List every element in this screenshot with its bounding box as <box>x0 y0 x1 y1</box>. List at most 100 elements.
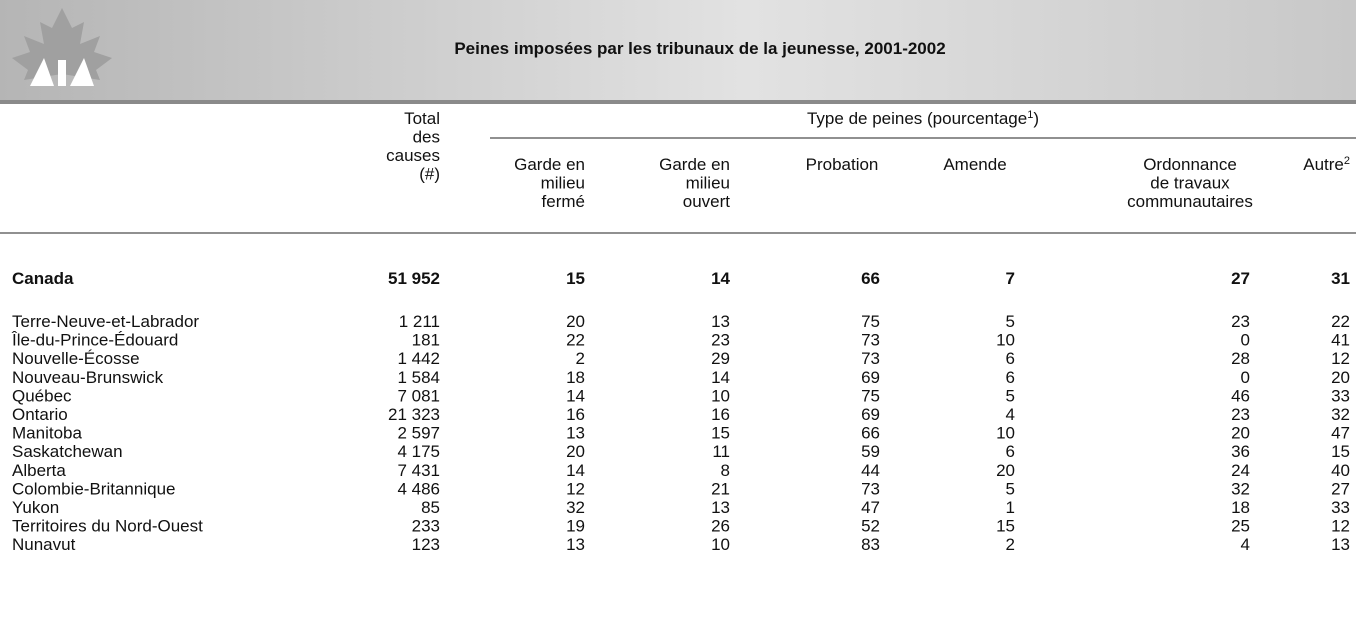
cell: 10 <box>996 331 1015 350</box>
column-header: (#) <box>419 165 440 184</box>
cell: 18 <box>566 368 585 387</box>
cell: 32 <box>1231 479 1250 498</box>
cell: 22 <box>566 331 585 350</box>
title: Peines imposées par les tribunaux de la … <box>454 39 945 58</box>
cell: 41 <box>1331 331 1350 350</box>
cell: 14 <box>711 368 730 387</box>
column-header: de travaux <box>1150 174 1230 193</box>
column-header: Ordonnance <box>1143 155 1237 174</box>
cell: 26 <box>711 517 730 536</box>
cell: 23 <box>1231 405 1250 424</box>
cell: 32 <box>566 498 585 517</box>
row-label: Québec <box>12 386 72 405</box>
cell: 47 <box>1331 424 1350 443</box>
column-header-text: Ordonnance <box>1143 155 1237 174</box>
column-header: Garde en <box>659 155 730 174</box>
cell: 7 081 <box>397 386 440 405</box>
cell: 31 <box>1331 269 1350 288</box>
row-label: Nouveau-Brunswick <box>12 368 164 387</box>
cell: 4 175 <box>397 442 440 461</box>
column-header: ouvert <box>683 192 731 211</box>
cell: 75 <box>861 386 880 405</box>
cell: 15 <box>566 269 585 288</box>
cell: 47 <box>861 498 880 517</box>
cell: 1 <box>1006 498 1015 517</box>
cell: 1 584 <box>397 368 440 387</box>
column-header: Probation <box>806 155 879 174</box>
cell: 46 <box>1231 386 1250 405</box>
cell: 11 <box>712 442 730 461</box>
column-header-text: communautaires <box>1127 192 1253 211</box>
cell: 25 <box>1231 517 1250 536</box>
cell: 23 <box>711 331 730 350</box>
cell: 16 <box>566 405 585 424</box>
cell: 13 <box>566 424 585 443</box>
cell: 33 <box>1331 386 1350 405</box>
cell: 16 <box>711 405 730 424</box>
row-label: Colombie-Britannique <box>12 479 175 498</box>
cell: 73 <box>861 331 880 350</box>
cell: 12 <box>1331 349 1350 368</box>
cell: 10 <box>711 386 730 405</box>
group-header: Type de peines (pourcentage1) <box>807 109 1039 128</box>
row-label: Alberta <box>12 461 66 480</box>
cell: 22 <box>1331 312 1350 331</box>
cell: 23 <box>1231 312 1250 331</box>
column-header-text: milieu <box>686 174 730 193</box>
column-header: milieu <box>541 174 585 193</box>
row-label: Territoires du Nord-Ouest <box>12 517 203 536</box>
column-header: Total <box>404 109 440 128</box>
cell: 10 <box>711 535 730 554</box>
cell: 4 <box>1241 535 1250 554</box>
cell: 32 <box>1331 405 1350 424</box>
cell: 27 <box>1331 479 1350 498</box>
cell: 27 <box>1231 269 1250 288</box>
cell: 75 <box>861 312 880 331</box>
cell: 6 <box>1006 368 1015 387</box>
cell: 5 <box>1006 312 1015 331</box>
row-label: Canada <box>12 269 74 288</box>
footnote-ref: 1 <box>1027 109 1033 121</box>
cell: 0 <box>1241 331 1250 350</box>
cell: 28 <box>1231 349 1250 368</box>
column-header-text: de travaux <box>1150 174 1230 193</box>
cell: 33 <box>1331 498 1350 517</box>
cell: 14 <box>566 461 585 480</box>
column-header-text: Garde en <box>659 155 730 174</box>
cell: 233 <box>412 517 440 536</box>
cell: 15 <box>1331 442 1350 461</box>
cell: 20 <box>1231 424 1250 443</box>
cell: 36 <box>1231 442 1250 461</box>
row-label: Saskatchewan <box>12 442 123 461</box>
cell: 1 442 <box>397 349 440 368</box>
cell: 66 <box>861 269 880 288</box>
cell: 73 <box>861 349 880 368</box>
column-header-text: Probation <box>806 155 879 174</box>
column-header: des <box>413 128 440 147</box>
cell: 13 <box>566 535 585 554</box>
cell: 13 <box>1331 535 1350 554</box>
cell: 2 597 <box>397 424 440 443</box>
cell: 8 <box>721 461 730 480</box>
cell: 29 <box>711 349 730 368</box>
cell: 21 323 <box>388 405 440 424</box>
column-header: Garde en <box>514 155 585 174</box>
column-header-text: fermé <box>542 192 585 211</box>
cell: 4 <box>1006 405 1015 424</box>
cell: 66 <box>861 424 880 443</box>
cell: 69 <box>861 405 880 424</box>
cell: 2 <box>576 349 585 368</box>
cell: 6 <box>1006 442 1015 461</box>
column-header: Amende <box>943 155 1006 174</box>
row-label: Nunavut <box>12 535 76 554</box>
column-header: Autre2 <box>1303 155 1350 174</box>
cell: 12 <box>566 479 585 498</box>
cell: 69 <box>861 368 880 387</box>
cell: 5 <box>1006 386 1015 405</box>
group-header-close: ) <box>1033 109 1039 128</box>
row-label: Yukon <box>12 498 59 517</box>
column-header-text: Autre <box>1303 155 1344 174</box>
cell: 73 <box>861 479 880 498</box>
cell: 15 <box>711 424 730 443</box>
cell: 0 <box>1241 368 1250 387</box>
